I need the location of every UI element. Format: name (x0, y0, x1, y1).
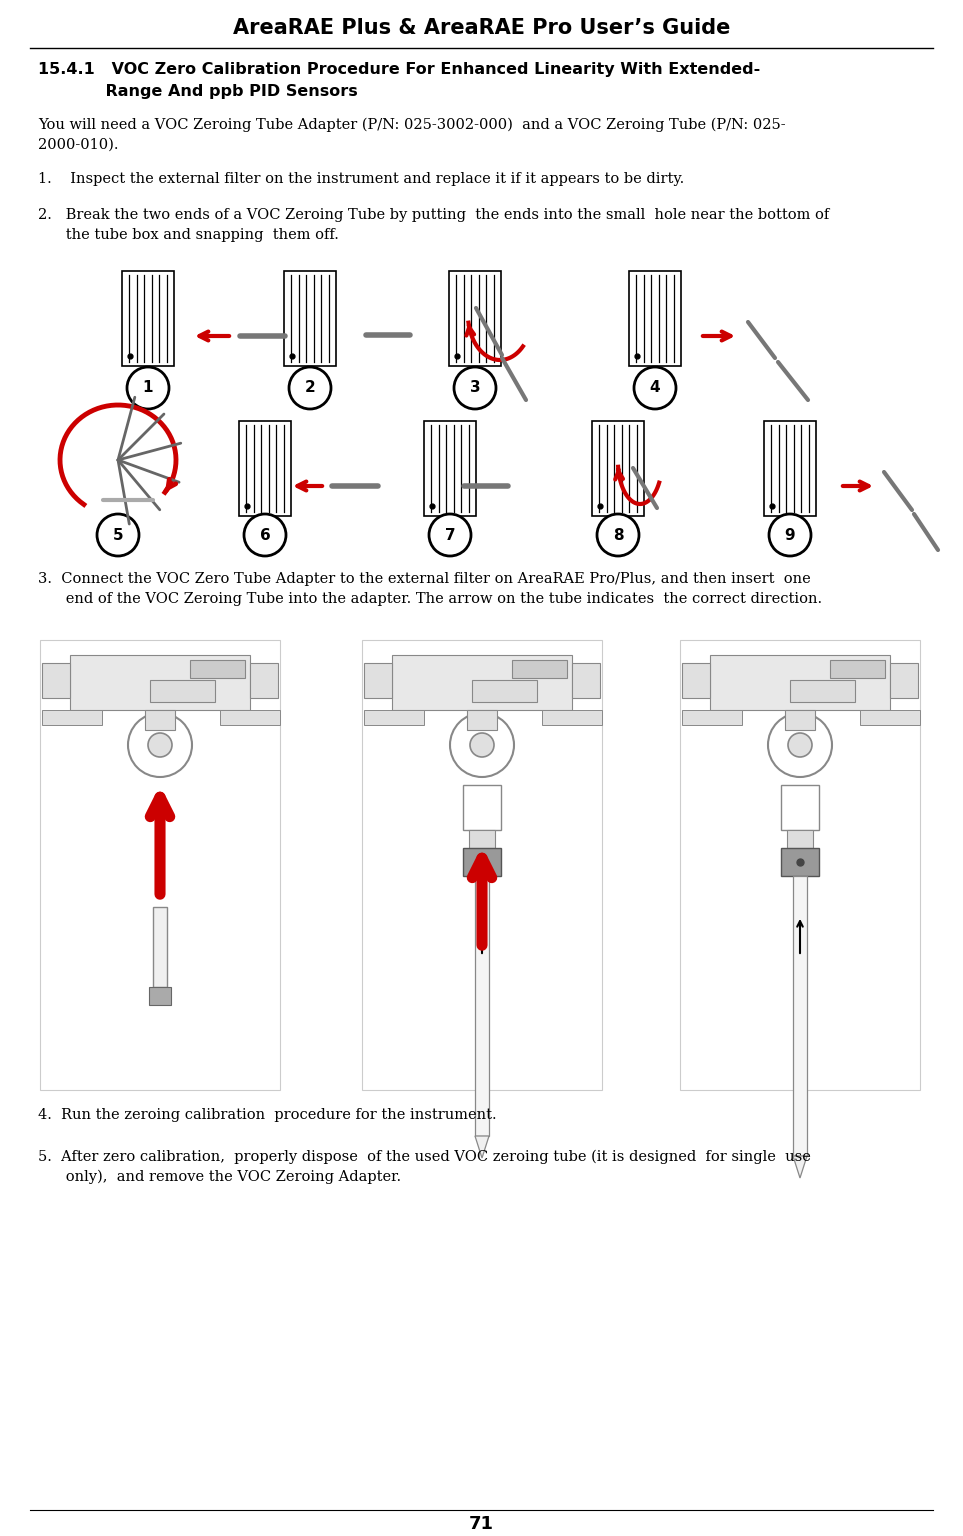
Text: 1.    Inspect the external filter on the instrument and replace it if it appears: 1. Inspect the external filter on the in… (38, 172, 685, 186)
Text: 6: 6 (260, 527, 271, 542)
Circle shape (470, 733, 494, 757)
Bar (787, 829, 813, 848)
Polygon shape (475, 1137, 489, 1158)
Text: only),  and remove the VOC Zeroing Adapter.: only), and remove the VOC Zeroing Adapte… (38, 1170, 402, 1184)
Bar (239, 421, 291, 516)
Text: 2000-010).: 2000-010). (38, 138, 118, 152)
Bar (790, 680, 855, 702)
Bar (572, 664, 600, 697)
Text: 8: 8 (612, 527, 623, 542)
Circle shape (429, 515, 471, 556)
Bar (830, 660, 885, 677)
Bar (710, 654, 890, 710)
Text: 3.  Connect the VOC Zero Tube Adapter to the external filter on AreaRAE Pro/Plus: 3. Connect the VOC Zero Tube Adapter to … (38, 571, 811, 587)
Text: 4: 4 (650, 381, 661, 395)
Bar (682, 664, 710, 697)
Text: 2.   Break the two ends of a VOC Zeroing Tube by putting  the ends into the smal: 2. Break the two ends of a VOC Zeroing T… (38, 207, 829, 223)
Text: 2: 2 (304, 381, 315, 395)
Text: AreaRAE Plus & AreaRAE Pro User’s Guide: AreaRAE Plus & AreaRAE Pro User’s Guide (233, 18, 730, 38)
Circle shape (768, 713, 832, 777)
Circle shape (148, 733, 172, 757)
Bar (364, 710, 424, 725)
Bar (149, 988, 171, 1005)
Text: the tube box and snapping  them off.: the tube box and snapping them off. (38, 227, 339, 243)
Text: 9: 9 (785, 527, 795, 542)
Bar (449, 270, 501, 366)
Bar (469, 829, 495, 848)
Circle shape (454, 367, 496, 409)
Bar (284, 270, 336, 366)
Circle shape (244, 515, 286, 556)
Bar (781, 785, 819, 829)
Text: 1: 1 (143, 381, 153, 395)
Bar (392, 654, 572, 710)
Bar (42, 664, 70, 697)
Bar (153, 906, 167, 988)
Bar (542, 710, 602, 725)
Bar (362, 641, 602, 1091)
Bar (220, 710, 280, 725)
Bar (150, 680, 215, 702)
Bar (145, 710, 175, 730)
Text: 5: 5 (113, 527, 123, 542)
Circle shape (769, 515, 811, 556)
Circle shape (788, 733, 812, 757)
Bar (463, 848, 501, 876)
Bar (785, 710, 815, 730)
Bar (890, 664, 918, 697)
Bar (629, 270, 681, 366)
Text: 15.4.1   VOC Zero Calibration Procedure For Enhanced Linearity With Extended-: 15.4.1 VOC Zero Calibration Procedure Fo… (38, 61, 760, 77)
Text: 71: 71 (469, 1514, 494, 1533)
Bar (424, 421, 476, 516)
Bar (467, 710, 497, 730)
Text: You will need a VOC Zeroing Tube Adapter (P/N: 025-3002-000)  and a VOC Zeroing : You will need a VOC Zeroing Tube Adapter… (38, 118, 786, 132)
Bar (682, 710, 742, 725)
Text: Range And ppb PID Sensors: Range And ppb PID Sensors (38, 84, 357, 98)
Text: 3: 3 (470, 381, 481, 395)
Bar (364, 664, 392, 697)
Polygon shape (793, 1157, 807, 1178)
Circle shape (634, 367, 676, 409)
Circle shape (128, 713, 192, 777)
Text: end of the VOC Zeroing Tube into the adapter. The arrow on the tube indicates  t: end of the VOC Zeroing Tube into the ada… (38, 591, 822, 607)
Bar (472, 680, 537, 702)
Text: 4.  Run the zeroing calibration  procedure for the instrument.: 4. Run the zeroing calibration procedure… (38, 1107, 497, 1121)
Bar (781, 848, 819, 876)
Bar (40, 641, 280, 1091)
Bar (793, 876, 807, 1157)
Circle shape (97, 515, 139, 556)
Bar (463, 785, 501, 829)
Bar (42, 710, 102, 725)
Text: 7: 7 (445, 527, 455, 542)
Bar (190, 660, 245, 677)
Bar (250, 664, 278, 697)
Text: 5.  After zero calibration,  properly dispose  of the used VOC zeroing tube (it : 5. After zero calibration, properly disp… (38, 1150, 811, 1164)
Bar (764, 421, 816, 516)
Bar (475, 876, 489, 1137)
Circle shape (450, 713, 514, 777)
Bar (680, 641, 920, 1091)
Circle shape (289, 367, 331, 409)
Circle shape (127, 367, 169, 409)
Bar (860, 710, 920, 725)
Bar (70, 654, 250, 710)
Bar (592, 421, 644, 516)
Bar (512, 660, 567, 677)
Bar (122, 270, 174, 366)
Circle shape (597, 515, 639, 556)
